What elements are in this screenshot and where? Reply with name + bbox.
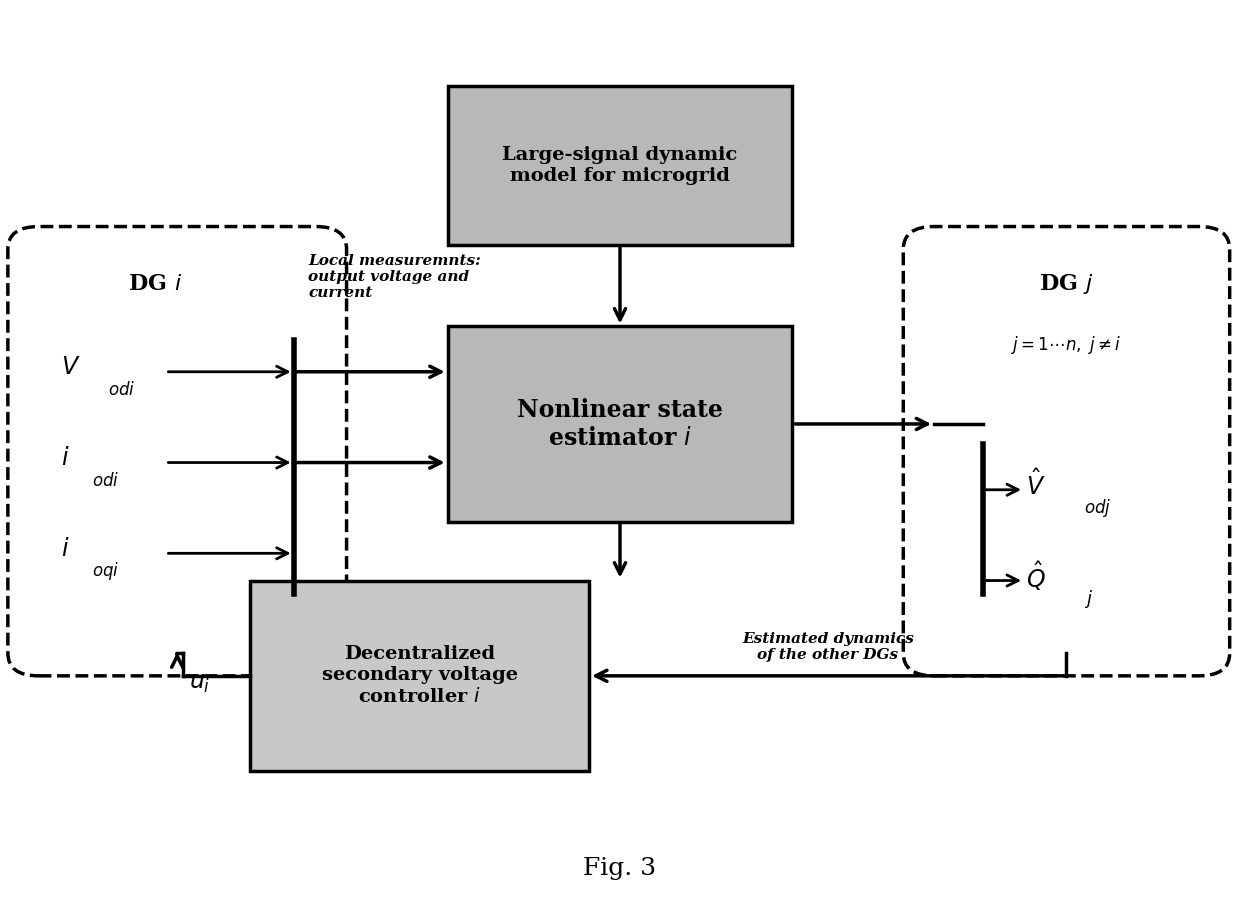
Bar (448, 86, 792, 245)
Text: Fig. 3: Fig. 3 (584, 856, 656, 879)
FancyBboxPatch shape (903, 226, 1230, 676)
FancyBboxPatch shape (7, 226, 346, 676)
Text: Large-signal dynamic
model for microgrid: Large-signal dynamic model for microgrid (502, 146, 738, 185)
Text: $i$: $i$ (61, 537, 69, 561)
Bar (250, 581, 589, 771)
Text: $\hat{Q}$: $\hat{Q}$ (1027, 560, 1047, 593)
Text: $odi$: $odi$ (92, 472, 119, 490)
Text: Local measuremnts:
output voltage and
current: Local measuremnts: output voltage and cu… (309, 254, 481, 300)
Text: $odj$: $odj$ (1084, 496, 1112, 519)
Text: $oqi$: $oqi$ (92, 561, 119, 583)
Text: $j$: $j$ (1084, 588, 1094, 610)
Text: DG $i$: DG $i$ (128, 273, 182, 295)
Text: DG $j$: DG $j$ (1039, 272, 1094, 296)
Text: Estimated dynamics
of the other DGs: Estimated dynamics of the other DGs (742, 632, 914, 662)
Bar (448, 326, 792, 521)
Text: $i$: $i$ (61, 446, 69, 470)
Text: $\boldsymbol{u_i}$: $\boldsymbol{u_i}$ (188, 671, 211, 694)
Text: $j=1\cdots n,\ j\neq i$: $j=1\cdots n,\ j\neq i$ (1012, 333, 1121, 355)
Text: Nonlinear state
estimator $i$: Nonlinear state estimator $i$ (517, 398, 723, 450)
Text: Decentralized
secondary voltage
controller $i$: Decentralized secondary voltage controll… (322, 646, 518, 706)
Text: $\hat{V}$: $\hat{V}$ (1027, 470, 1047, 500)
Text: $V$: $V$ (61, 355, 81, 379)
Text: $odi$: $odi$ (108, 381, 135, 399)
